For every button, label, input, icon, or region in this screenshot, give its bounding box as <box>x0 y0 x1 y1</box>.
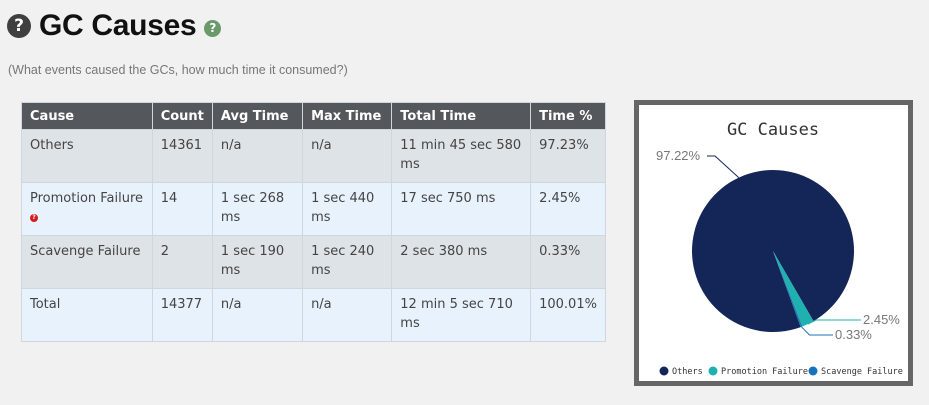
column-header-max-time: Max Time <box>302 102 393 130</box>
column-header-count: Count <box>151 102 213 130</box>
column-header-avg-time: Avg Time <box>211 102 304 130</box>
total-time-cell: 11 min 45 sec 580 ms <box>391 129 532 183</box>
pie-slice-promotion-failure[interactable] <box>773 251 814 327</box>
page-header: ? GC Causes ? <box>7 8 222 44</box>
column-header-cause: Cause <box>21 102 153 130</box>
time-pct-cell: 2.45% <box>530 182 606 236</box>
table-row: Promotion Failure ? 14 1 sec 268 ms 1 se… <box>21 182 606 236</box>
column-header-total-time: Total Time <box>391 102 532 130</box>
legend-label-scavenge-failure[interactable]: Scavenge Failure <box>821 367 903 377</box>
total-time-cell: 2 sec 380 ms <box>391 235 532 289</box>
column-header-time-pct: Time % <box>530 102 606 130</box>
page-title: GC Causes <box>39 9 197 42</box>
cause-cell: Scavenge Failure <box>21 235 153 289</box>
cause-cell: Others <box>21 129 153 183</box>
max-time-cell: 1 sec 240 ms <box>302 235 393 289</box>
time-pct-cell: 100.01% <box>530 288 606 342</box>
avg-time-cell: 1 sec 268 ms <box>211 182 304 236</box>
max-time-cell: n/a <box>302 288 393 342</box>
chart-panel: GC Causes 97.22% 2.45% 0.33% Others Promoti… <box>639 105 908 381</box>
legend-marker-promotion-failure[interactable] <box>708 366 718 376</box>
count-cell: 14377 <box>151 288 213 342</box>
legend-marker-others[interactable] <box>659 366 669 376</box>
pie-slice-scavenge-failure[interactable] <box>773 251 803 328</box>
count-cell: 2 <box>151 235 213 289</box>
avg-time-cell: n/a <box>211 288 304 342</box>
gc-causes-table: Cause Count Avg Time Max Time Total Time… <box>21 102 606 342</box>
chart-container: GC Causes 97.22% 2.45% 0.33% Others Promoti… <box>634 100 913 386</box>
max-time-cell: 1 sec 440 ms <box>302 182 393 236</box>
time-pct-cell: 0.33% <box>530 235 606 289</box>
cause-cell: Promotion Failure ? <box>21 182 153 236</box>
data-label-leader-line <box>707 155 740 178</box>
time-pct-cell: 97.23% <box>530 129 606 183</box>
total-time-cell: 12 min 5 sec 710 ms <box>391 288 532 342</box>
pie-slice-others[interactable] <box>691 170 854 332</box>
info-help-icon[interactable]: ? <box>204 19 222 37</box>
avg-time-cell: n/a <box>211 129 304 183</box>
count-cell: 14 <box>151 182 213 236</box>
data-label-promotion-failure: 2.45% <box>863 312 900 327</box>
table-header-row: Cause Count Avg Time Max Time Total Time… <box>21 102 606 130</box>
table-row: Scavenge Failure 2 1 sec 190 ms 1 sec 24… <box>21 235 606 289</box>
chart-title: GC Causes <box>727 120 819 140</box>
help-icon[interactable]: ? <box>30 213 38 222</box>
total-time-cell: 17 sec 750 ms <box>391 182 532 236</box>
legend-label-others[interactable]: Others <box>672 367 703 377</box>
cause-cell: Total <box>21 288 153 342</box>
count-cell: 14361 <box>151 129 213 183</box>
avg-time-cell: 1 sec 190 ms <box>211 235 304 289</box>
data-label-leader-line <box>807 319 861 325</box>
max-time-cell: n/a <box>302 129 393 183</box>
gc-causes-pie-chart: GC Causes 97.22% 2.45%0.33% Others Promoti… <box>656 120 903 377</box>
data-label-others: 97.22% <box>656 148 701 163</box>
data-label-scavenge-failure: 0.33% <box>835 327 872 342</box>
cause-label: Promotion Failure <box>30 191 144 206</box>
legend-marker-scavenge-failure[interactable] <box>808 366 818 376</box>
legend-label-promotion-failure[interactable]: Promotion Failure <box>721 367 808 377</box>
table-row-total: Total 14377 n/a n/a 12 min 5 sec 710 ms … <box>21 288 606 342</box>
data-label-leader-line <box>801 326 833 336</box>
table-row: Others 14361 n/a n/a 11 min 45 sec 580 m… <box>21 129 606 183</box>
page-subtitle: (What events caused the GCs, how much ti… <box>8 63 348 77</box>
help-icon[interactable]: ? <box>7 14 31 38</box>
